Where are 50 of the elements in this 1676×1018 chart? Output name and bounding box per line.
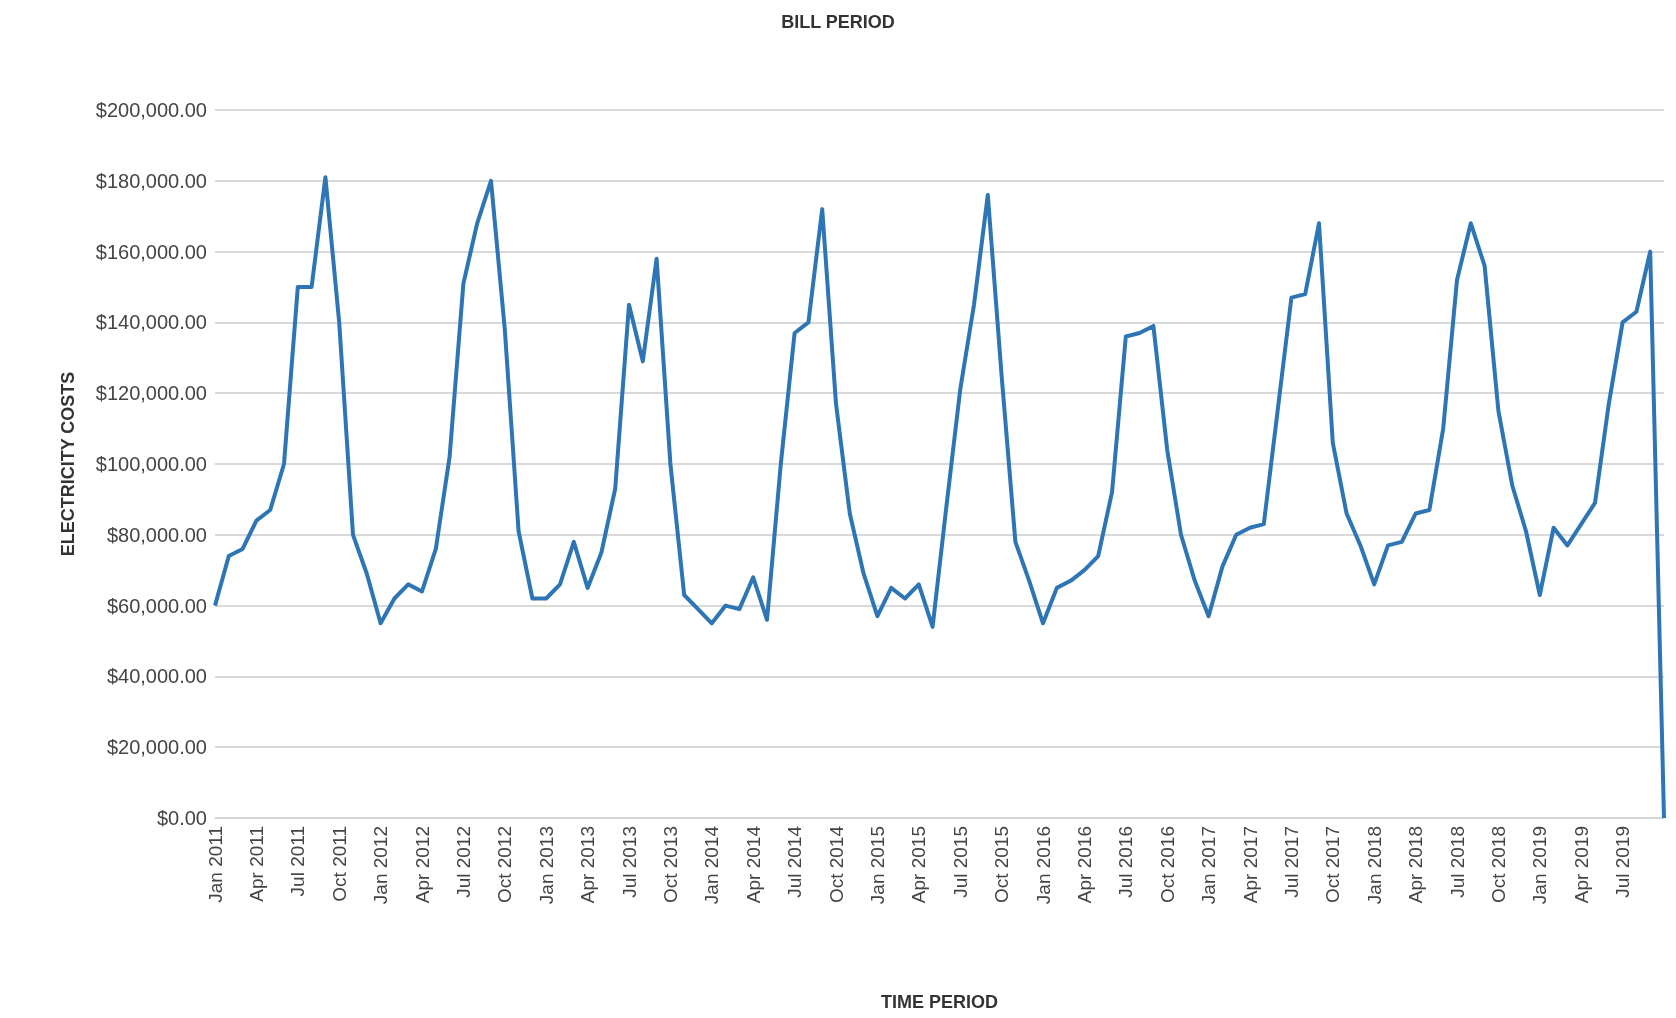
x-tick-label: Jul 2014	[784, 825, 806, 898]
x-tick-label: Jan 2017	[1198, 826, 1220, 905]
x-tick-label: Jan 2019	[1529, 826, 1551, 905]
x-tick-label: Jul 2018	[1446, 826, 1468, 898]
x-tick-label: Apr 2015	[908, 826, 930, 904]
y-tick-label: $140,000.00	[95, 311, 207, 334]
x-tick-label: Jul 2019	[1612, 826, 1634, 898]
x-tick-label: Apr 2017	[1239, 826, 1261, 904]
x-tick-label: Jan 2014	[701, 825, 723, 905]
x-tick-label: Oct 2018	[1487, 826, 1509, 904]
x-tick-label: Apr 2014	[742, 825, 764, 904]
x-tick-label: Jan 2013	[535, 826, 557, 905]
x-tick-label: Jul 2017	[1280, 826, 1302, 898]
x-tick-label: Oct 2011	[328, 826, 350, 902]
x-tick-label: Apr 2018	[1405, 826, 1427, 904]
y-tick-label: $180,000.00	[95, 169, 207, 192]
x-tick-label: Oct 2014	[825, 825, 847, 904]
x-tick-label: Oct 2012	[494, 826, 516, 904]
x-tick-label: Jul 2012	[452, 826, 474, 898]
y-tick-label: $160,000.00	[95, 240, 207, 263]
x-tick-label: Apr 2013	[577, 826, 599, 904]
y-axis-title: ELECTRICITY COSTS	[58, 371, 78, 557]
x-tick-label: Jan 2016	[1032, 826, 1054, 905]
line-series	[213, 175, 1666, 820]
x-tick-label: Apr 2019	[1570, 826, 1592, 904]
x-tick-label: Oct 2017	[1322, 826, 1344, 904]
x-tick-label: Jul 2013	[618, 826, 640, 898]
x-tick-label: Jan 2011	[204, 826, 226, 903]
y-tick-label: $20,000.00	[106, 736, 207, 759]
x-tick-label: Apr 2011	[245, 826, 267, 902]
x-tick-label: Jan 2015	[866, 826, 888, 905]
x-tick-label: Apr 2016	[1073, 826, 1095, 904]
x-tick-label: Oct 2015	[991, 826, 1013, 904]
x-tick-label: Jul 2011	[287, 826, 309, 897]
y-tick-label: $120,000.00	[95, 382, 207, 405]
x-tick-label: Jan 2018	[1363, 826, 1385, 905]
x-tick-label: Oct 2013	[659, 826, 681, 904]
y-tick-label: $200,000.00	[95, 99, 207, 121]
y-tick-label: $0.00	[156, 807, 207, 829]
x-tick-label: Oct 2016	[1156, 826, 1178, 904]
chart-title: BILL PERIOD	[781, 12, 895, 32]
y-tick-label: $40,000.00	[106, 665, 207, 688]
y-tick-label: $100,000.00	[95, 453, 207, 475]
y-tick-label: $60,000.00	[106, 594, 207, 617]
x-axis-title: TIME PERIOD	[880, 992, 999, 1012]
y-tick-label: $80,000.00	[106, 523, 207, 546]
x-tick-label: Jul 2015	[949, 826, 971, 898]
x-tick-label: Jul 2016	[1115, 826, 1137, 898]
x-tick-label: Jan 2012	[370, 826, 392, 905]
x-tick-label: Apr 2012	[411, 826, 433, 904]
